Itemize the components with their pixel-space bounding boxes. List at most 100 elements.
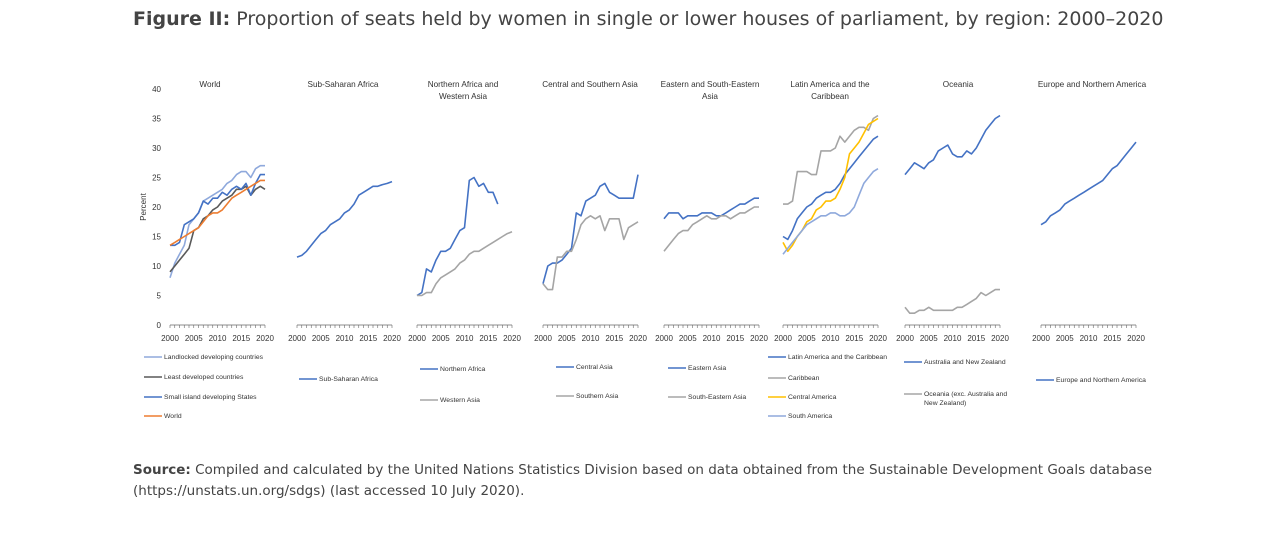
series-line-small-island-developing-states [170,173,265,247]
x-tick-label: 2015 [232,334,250,343]
x-tick-label: 2005 [679,334,697,343]
y-tick-label: 0 [157,321,162,330]
legend-label-least-developed-countries: Least developed countries [164,374,244,381]
x-tick-label: 2015 [1103,334,1121,343]
panel-title-sub-saharan-africa: Sub-Saharan Africa [307,80,378,89]
x-tick-label: 2015 [359,334,377,343]
x-tick-label: 2010 [703,334,721,343]
x-tick-label: 2020 [869,334,887,343]
x-tick-label: 2000 [1032,334,1050,343]
panel-title-latin-america-and-the-caribbean: Latin America and the Caribbean [790,80,870,101]
x-tick-label: 2010 [944,334,962,343]
legend-label-australia-and-new-zealand: Australia and New Zealand [924,359,1006,366]
legend-label-caribbean: Caribbean [788,375,820,382]
series-line-south-eastern-asia [663,206,759,252]
series-line-caribbean [783,114,879,205]
x-tick-label: 2005 [312,334,330,343]
legend-label-landlocked-developing-countries: Landlocked developing countries [164,354,264,361]
x-tick-label: 2010 [456,334,474,343]
panel-title-northern-africa-and-western-asia: Northern Africa and Western Asia [428,80,499,101]
y-tick-label: 10 [152,262,161,271]
series-line-western-asia [417,231,513,297]
panel-title-world: World [199,80,221,89]
source-label: Source: [133,462,191,478]
x-tick-label: 2020 [629,334,647,343]
source-note: Source: Compiled and calculated by the U… [133,460,1153,502]
panel-title-oceania: Oceania [943,80,974,89]
series-line-southern-asia [542,215,639,291]
legend-label-world: World [164,413,182,420]
x-tick-label: 2020 [256,334,274,343]
legend-label-central-america: Central America [788,394,837,401]
x-tick-label: 2000 [408,334,426,343]
legend-label-europe-and-northern-america: Europe and Northern America [1056,377,1146,384]
series-line-landlocked-developing-countries [169,164,265,279]
x-tick-label: 2000 [655,334,673,343]
x-tick-label: 2000 [288,334,306,343]
series-line-northern-africa [416,176,499,297]
legend-label-central-asia: Central Asia [576,364,613,371]
x-tick-label: 2000 [534,334,552,343]
x-tick-label: 2000 [161,334,179,343]
series-line-world [169,179,265,246]
series-line-oceania-exc-australia-and-new-zealand [904,288,1000,314]
x-tick-label: 2020 [383,334,401,343]
y-tick-label: 25 [152,174,161,183]
x-tick-label: 2010 [336,334,354,343]
y-tick-label: 15 [152,233,161,242]
legend-label-oceania-exc-australia-and-new-zealand: Oceania (exc. Australia and New Zealand) [924,391,1007,407]
y-axis-label: Percent [139,192,148,220]
x-tick-label: 2010 [582,334,600,343]
x-tick-label: 2000 [774,334,792,343]
legend-label-eastern-asia: Eastern Asia [688,365,726,372]
x-tick-label: 2005 [185,334,203,343]
series-line-eastern-asia [663,197,759,220]
legend-label-northern-africa: Northern Africa [440,366,486,373]
x-tick-label: 2005 [432,334,450,343]
legend-label-south-america: South America [788,413,832,420]
series-line-latin-america-and-the-caribbean [782,135,879,241]
y-tick-label: 35 [152,115,161,124]
x-tick-label: 2015 [726,334,744,343]
y-tick-label: 5 [157,292,162,301]
x-tick-label: 2005 [920,334,938,343]
panel-title-central-and-southern-asia: Central and Southern Asia [542,80,638,89]
x-tick-label: 2005 [1056,334,1074,343]
x-tick-label: 2015 [479,334,497,343]
y-tick-label: 20 [152,203,161,212]
series-line-south-america [782,168,879,255]
series-line-central-asia [542,174,639,284]
legend-label-western-asia: Western Asia [440,397,480,404]
figure-label: Figure II: [133,8,231,30]
x-tick-label: 2015 [845,334,863,343]
legend-label-southern-asia: Southern Asia [576,393,619,400]
series-line-sub-saharan-africa [296,180,393,258]
x-tick-label: 2000 [896,334,914,343]
figure-title: Figure II: Proportion of seats held by w… [133,6,1173,33]
x-tick-label: 2020 [991,334,1009,343]
source-text: Compiled and calculated by the United Na… [133,462,1152,499]
x-tick-label: 2005 [558,334,576,343]
x-tick-label: 2020 [1127,334,1145,343]
legend-label-small-island-developing-states: Small island developing States [164,394,257,401]
series-line-least-developed-countries [169,185,266,273]
panel-title-eastern-and-south-eastern-asia: Eastern and South-Eastern Asia [661,80,760,101]
panel-title-europe-and-northern-america: Europe and Northern America [1038,80,1147,89]
series-line-australia-and-new-zealand [904,114,1001,176]
x-tick-label: 2020 [503,334,521,343]
figure-title-text: Proportion of seats held by women in sin… [236,8,1164,30]
x-tick-label: 2010 [822,334,840,343]
x-tick-label: 2010 [1080,334,1098,343]
y-tick-label: 40 [152,85,161,94]
legend-label-sub-saharan-africa: Sub-Saharan Africa [319,376,378,383]
x-tick-label: 2015 [605,334,623,343]
legend-label-south-eastern-asia: South-Eastern Asia [688,394,746,401]
y-tick-label: 30 [152,144,161,153]
x-tick-label: 2010 [209,334,227,343]
series-line-europe-and-northern-america [1040,141,1137,226]
legend-label-latin-america-and-the-caribbean: Latin America and the Caribbean [788,354,887,361]
x-tick-label: 2015 [967,334,985,343]
x-tick-label: 2005 [798,334,816,343]
x-tick-label: 2020 [750,334,768,343]
